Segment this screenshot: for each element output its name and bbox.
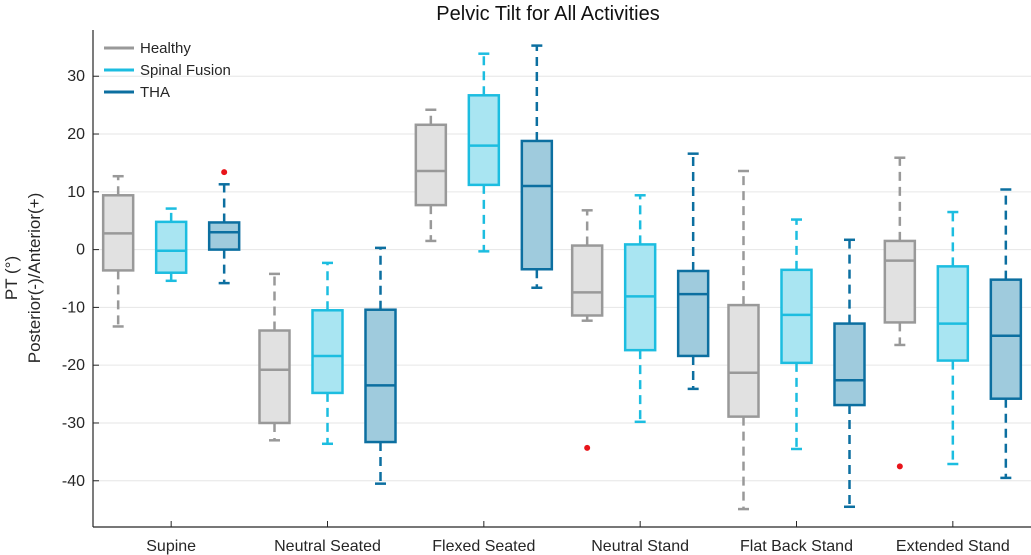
legend-label: Healthy	[140, 40, 191, 57]
legend-item-healthy: Healthy	[104, 40, 191, 57]
box-spinal-fusion	[780, 218, 813, 451]
x-tick-label: Neutral Stand	[591, 538, 689, 555]
box-iqr	[676, 269, 710, 358]
box-iqr	[936, 265, 970, 362]
outlier-point	[221, 169, 228, 176]
box-spinal-fusion	[311, 261, 344, 446]
box-spinal-fusion	[936, 210, 970, 466]
plot-area	[101, 44, 1023, 511]
box-spinal-fusion	[623, 194, 657, 424]
box-iqr	[414, 123, 448, 207]
outlier-point	[896, 463, 903, 470]
box-tha	[520, 44, 554, 289]
x-tick-label: Extended Stand	[896, 538, 1010, 555]
y-axis-label-line2: Posterior(-)/Anterior(+)	[25, 193, 44, 364]
x-tick-label: Neutral Seated	[274, 538, 381, 555]
x-tick-label: Flat Back Stand	[740, 538, 853, 555]
box-healthy	[883, 156, 917, 470]
box-tha	[364, 246, 397, 485]
box-iqr	[570, 244, 604, 317]
x-tick-label: Supine	[146, 538, 196, 555]
box-iqr	[727, 303, 760, 418]
y-tick-label: 20	[67, 126, 85, 143]
y-axis-label-line1: PT (°)	[2, 256, 21, 300]
box-healthy	[570, 209, 604, 451]
axes: -40 -30 -20 -10 0 10 20 30 Supine Neutral Seated F…	[62, 30, 1031, 555]
box-iqr	[520, 139, 554, 271]
box-iqr	[258, 329, 291, 425]
y-tick-label: 30	[67, 68, 85, 85]
legend-label: Spinal Fusion	[140, 62, 231, 79]
box-tha	[207, 169, 241, 285]
box-iqr	[207, 221, 241, 251]
box-tha	[989, 188, 1023, 480]
y-tick-label: -40	[62, 473, 85, 490]
chart-title: Pelvic Tilt for All Activities	[436, 3, 659, 25]
legend: Healthy Spinal Fusion THA	[104, 40, 231, 101]
box-iqr	[364, 308, 397, 444]
y-tick-label: -20	[62, 357, 85, 374]
grid	[93, 75, 1031, 482]
outlier-point	[584, 444, 591, 451]
legend-item-spinal-fusion: Spinal Fusion	[104, 62, 231, 79]
box-iqr	[467, 94, 501, 187]
box-iqr	[833, 322, 866, 407]
box-iqr	[883, 239, 917, 324]
box-healthy	[414, 108, 448, 243]
y-tick-label: -30	[62, 415, 85, 432]
box-tha	[676, 152, 710, 391]
box-iqr	[311, 309, 344, 395]
x-tick-label: Flexed Seated	[432, 538, 535, 555]
box-tha	[833, 238, 866, 509]
box-healthy	[258, 272, 291, 442]
box-iqr	[154, 220, 188, 274]
legend-label: THA	[140, 84, 170, 101]
y-tick-label: -10	[62, 299, 85, 316]
y-tick-label: 10	[67, 184, 85, 201]
legend-item-tha: THA	[104, 84, 170, 101]
box-healthy	[101, 174, 135, 328]
y-tick-label: 0	[76, 242, 85, 259]
box-spinal-fusion	[467, 52, 501, 253]
box-iqr	[989, 278, 1023, 400]
box-iqr	[780, 268, 813, 365]
box-spinal-fusion	[154, 207, 188, 283]
box-healthy	[727, 169, 760, 511]
